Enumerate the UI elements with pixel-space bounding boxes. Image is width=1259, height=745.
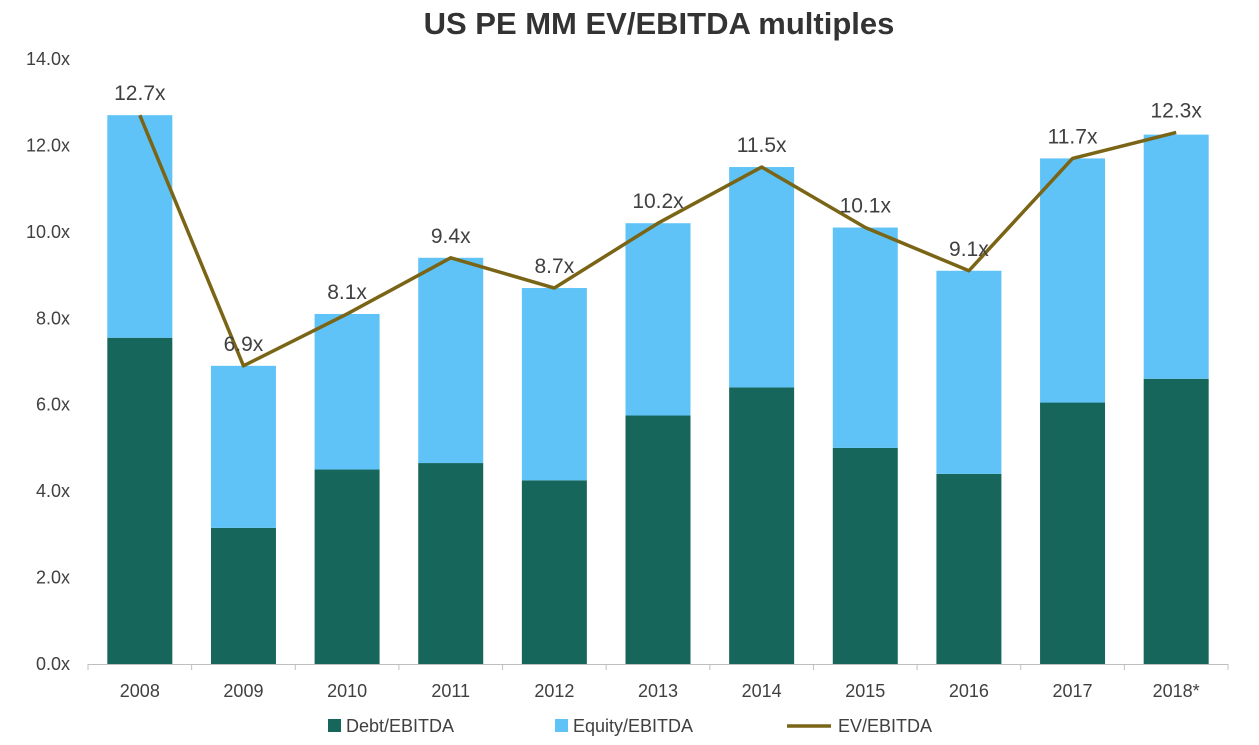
x-tick-label: 2017 [1053,681,1093,701]
bars-group [107,115,1209,664]
bar-equity-ebitda2013 [625,223,691,416]
bar-debt-ebitda2009 [210,527,276,664]
ev-data-label: 9.1x [949,238,989,261]
x-tick-label: 2015 [845,681,885,701]
legend-label: Debt/EBITDA [346,716,454,736]
x-tick-label: 2014 [742,681,782,701]
y-tick-label: 6.0x [36,395,70,415]
legend-label: Equity/EBITDA [573,716,693,736]
legend-swatch [555,719,568,732]
bar-equity-ebitda2011 [418,257,484,464]
x-tick-label: 2008 [120,681,160,701]
legend-swatch [328,719,341,732]
y-tick-label: 4.0x [36,481,70,501]
ev-data-label: 12.3x [1150,99,1202,122]
ev-data-label: 12.7x [114,82,166,105]
bar-equity-ebitda2014 [729,167,795,388]
x-tick-label: 2011 [431,681,470,701]
bar-equity-ebitda2009 [210,365,276,528]
y-tick-label: 2.0x [36,568,70,588]
ev-data-label: 11.5x [737,134,787,157]
bar-debt-ebitda2017 [1040,402,1106,664]
data-labels-group: 12.7x 6.9x 8.1x 9.4x 8.7x 10.2x 11.5x 10.1x 9.1x… [114,82,1202,356]
bar-equity-ebitda2010 [314,313,380,470]
bar-equity-ebitda2008 [107,115,173,338]
legend: Debt/EBITDA Equity/EBITDA EV/EBITDA [328,716,932,736]
ev-data-label: 11.7x [1048,125,1098,148]
bar-debt-ebitda2016 [936,473,1002,664]
x-axis: 2008 2009 2010 2011 2012 2013 2014 2015 2016 2017… [87,664,1229,701]
y-tick-label: 14.0x [26,49,70,69]
bar-debt-ebitda2015 [832,447,898,664]
bar-debt-ebitda2018 [1143,378,1209,664]
ev-data-label: 8.7x [535,255,575,278]
bar-equity-ebitda2012 [521,288,587,481]
ev-line-group [138,114,1177,368]
bar-equity-ebitda2017 [1040,158,1106,403]
y-axis: 0.0x 2.0x 4.0x 6.0x 8.0x 10.0x 12.0x 14.0x [26,49,70,674]
y-tick-label: 8.0x [36,308,70,328]
bar-equity-ebitda2015 [832,227,898,448]
y-tick-label: 10.0x [26,222,70,242]
x-tick-label: 2013 [638,681,678,701]
x-tick-label: 2016 [949,681,989,701]
x-tick-label: 2009 [223,681,263,701]
ev-data-label: 10.2x [632,190,684,213]
bar-debt-ebitda2012 [521,480,587,664]
x-tick-label: 2018* [1153,681,1200,701]
bar-debt-ebitda2014 [729,387,795,664]
chart-title: US PE MM EV/EBITDA multiples [424,6,895,41]
bar-equity-ebitda2016 [936,270,1002,474]
x-tick-label: 2012 [534,681,574,701]
ev-data-label: 9.4x [431,225,471,248]
y-tick-label: 12.0x [26,135,70,155]
x-tick-label: 2010 [327,681,367,701]
bar-debt-ebitda2010 [314,469,380,664]
bar-equity-ebitda2018 [1143,134,1209,379]
bar-debt-ebitda2011 [418,463,484,664]
bar-debt-ebitda2008 [107,337,173,664]
ev-ebitda-line [138,114,1177,368]
ev-data-label: 6.9x [224,333,264,356]
ev-data-label: 10.1x [840,195,892,218]
bar-debt-ebitda2013 [625,415,691,664]
legend-label: EV/EBITDA [838,716,932,736]
ev-data-label: 8.1x [327,281,367,304]
y-tick-label: 0.0x [36,654,70,674]
